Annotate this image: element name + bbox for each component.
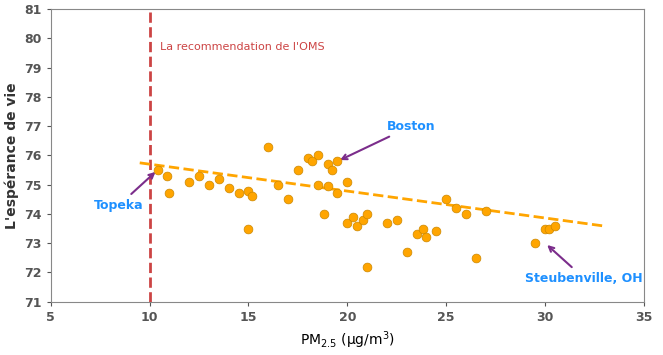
Point: [318, 211, 329, 217]
Point: [326, 167, 337, 173]
Point: [204, 182, 214, 187]
Point: [358, 217, 369, 223]
Point: [550, 223, 560, 229]
Point: [322, 161, 333, 167]
Point: [184, 179, 194, 185]
Point: [322, 183, 333, 189]
Point: [431, 229, 442, 234]
Text: La recommendation de l'OMS: La recommendation de l'OMS: [160, 42, 324, 52]
Point: [332, 191, 343, 196]
Point: [164, 191, 174, 196]
Point: [461, 211, 471, 217]
X-axis label: PM$_{2.5}$ (μg/m$^3$): PM$_{2.5}$ (μg/m$^3$): [300, 329, 394, 351]
Point: [273, 182, 284, 187]
Point: [382, 220, 392, 225]
Point: [213, 176, 224, 182]
Point: [451, 205, 461, 211]
Point: [332, 158, 343, 164]
Point: [282, 196, 293, 202]
Point: [247, 193, 258, 199]
Point: [152, 167, 163, 173]
Point: [352, 223, 363, 229]
Point: [194, 173, 204, 179]
Point: [223, 185, 234, 190]
Point: [362, 211, 373, 217]
Point: [417, 226, 428, 231]
Point: [481, 208, 491, 214]
Point: [302, 155, 313, 161]
Point: [312, 182, 323, 187]
Point: [292, 167, 303, 173]
Point: [391, 217, 402, 223]
Point: [306, 158, 317, 164]
Text: Boston: Boston: [342, 120, 436, 159]
Text: Steubenville, OH: Steubenville, OH: [525, 247, 643, 285]
Point: [243, 226, 254, 231]
Point: [540, 226, 550, 231]
Point: [312, 153, 323, 158]
Point: [162, 173, 173, 179]
Point: [471, 255, 481, 261]
Point: [530, 240, 540, 246]
Point: [263, 144, 274, 149]
Point: [243, 188, 254, 193]
Point: [441, 196, 452, 202]
Text: Topeka: Topeka: [94, 174, 154, 212]
Y-axis label: L'espérance de vie: L'espérance de vie: [4, 82, 19, 229]
Point: [401, 249, 412, 255]
Point: [411, 231, 422, 237]
Point: [342, 220, 353, 225]
Point: [233, 191, 244, 196]
Point: [421, 234, 432, 240]
Point: [342, 179, 353, 185]
Point: [362, 264, 373, 269]
Point: [348, 214, 359, 220]
Point: [544, 226, 554, 231]
